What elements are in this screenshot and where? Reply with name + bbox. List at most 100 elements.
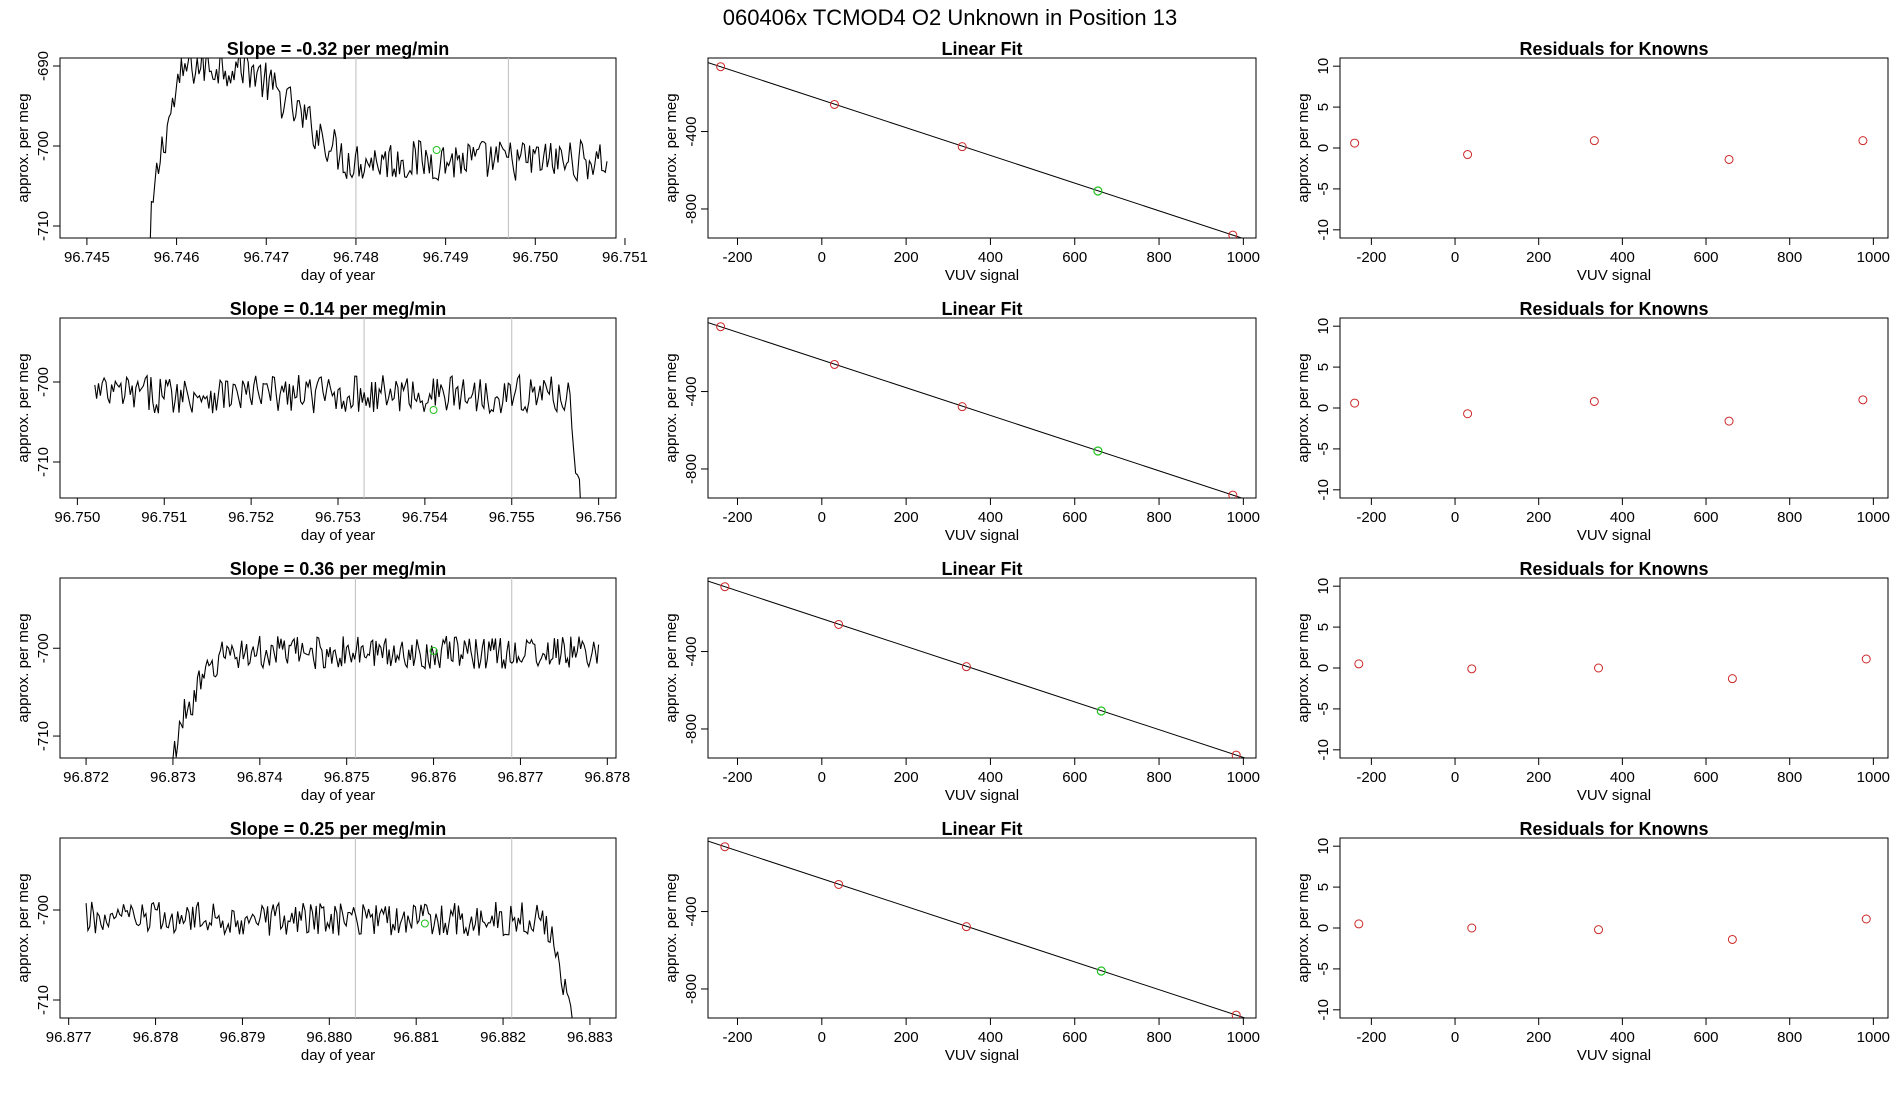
known-point — [720, 842, 730, 852]
x-tick-label: 400 — [1610, 769, 1635, 786]
x-tick-label: 400 — [1610, 249, 1635, 266]
panel-r4-c2: Linear Fit -200 0 200 400 600 800 1000 -800 -400 V… — [663, 819, 1260, 1064]
x-tick-label: 96.754 — [402, 509, 448, 526]
x-tick-label: 96.874 — [237, 769, 283, 786]
x-tick-label: 1000 — [1857, 509, 1890, 526]
plot-frame — [1339, 57, 1889, 239]
y-tick-label: -10 — [1315, 219, 1332, 241]
y-tick-label: 5 — [1315, 103, 1332, 111]
x-tick-label: 0 — [1451, 509, 1459, 526]
x-axis-label: day of year — [301, 267, 375, 284]
y-tick-label: -800 — [683, 454, 700, 484]
x-tick-label: 96.882 — [480, 1029, 526, 1046]
x-tick-label: 600 — [1694, 1029, 1719, 1046]
plot-frame — [707, 837, 1257, 1019]
x-tick-label: 0 — [818, 509, 826, 526]
plot-area — [85, 838, 573, 1018]
x-tick-label: 96.875 — [324, 769, 370, 786]
x-tick-label: 400 — [978, 769, 1003, 786]
x-tick-label: 200 — [1526, 509, 1551, 526]
panel-r1-c2: Linear Fit -200 0 200 400 600 800 1000 -800 -400 V… — [663, 39, 1260, 284]
plot-area — [708, 840, 1247, 1018]
y-tick-label: -400 — [683, 117, 700, 147]
panel-title: Linear Fit — [941, 39, 1022, 59]
residual-point — [1589, 396, 1599, 406]
x-axis-label: VUV signal — [945, 527, 1019, 544]
y-axis-label: approx. per meg — [15, 613, 32, 722]
x-tick-label: -200 — [722, 1029, 752, 1046]
x-tick-label: 1000 — [1227, 249, 1260, 266]
unknown-marker — [432, 146, 441, 154]
x-tick-label: 400 — [978, 249, 1003, 266]
x-axis-label: VUV signal — [1577, 267, 1651, 284]
y-axis-label: approx. per meg — [663, 873, 680, 982]
x-tick-label: 96.747 — [243, 249, 289, 266]
y-tick-label: 5 — [1315, 363, 1332, 371]
plot-frame — [1339, 837, 1889, 1019]
y-tick-label: 5 — [1315, 883, 1332, 891]
residual-point — [1354, 659, 1364, 669]
plot-area — [1350, 395, 1868, 426]
plot-area — [1354, 654, 1871, 684]
x-tick-label: 800 — [1147, 249, 1172, 266]
known-point — [720, 582, 730, 592]
plot-area — [94, 318, 581, 498]
x-tick-label: 600 — [1062, 1029, 1087, 1046]
y-tick-label: 10 — [1315, 838, 1332, 855]
x-tick-label: 600 — [1694, 769, 1719, 786]
x-tick-label: 96.748 — [333, 249, 379, 266]
known-point — [957, 142, 967, 152]
y-tick-label: -5 — [1315, 442, 1332, 455]
fit-line — [708, 580, 1247, 758]
x-tick-label: 200 — [894, 509, 919, 526]
x-tick-label: 96.746 — [154, 249, 200, 266]
x-tick-label: 96.877 — [497, 769, 543, 786]
x-tick-label: 1000 — [1857, 249, 1890, 266]
unknown-point — [1096, 966, 1106, 976]
x-tick-label: 96.751 — [141, 509, 187, 526]
residual-point — [1594, 663, 1604, 673]
y-tick-label: -800 — [683, 714, 700, 744]
panel-grid: Slope = -0.32 per meg/min 96.745 96.746 96.… — [15, 39, 1890, 1064]
plot-frame — [1339, 577, 1889, 759]
known-point — [716, 322, 726, 332]
series-trace — [149, 58, 608, 238]
x-axis-label: VUV signal — [1577, 527, 1651, 544]
x-tick-label: 96.745 — [64, 249, 110, 266]
x-tick-label: 96.881 — [393, 1029, 439, 1046]
plot-frame — [59, 837, 617, 1019]
x-tick-label: 96.883 — [567, 1029, 613, 1046]
y-tick-label: -710 — [35, 721, 52, 751]
residual-point — [1594, 925, 1604, 935]
x-tick-label: 0 — [818, 1029, 826, 1046]
x-axis-label: VUV signal — [1577, 787, 1651, 804]
x-tick-label: 96.752 — [228, 509, 274, 526]
residual-point — [1467, 923, 1477, 933]
plot-frame — [707, 57, 1257, 239]
y-axis-label: approx. per meg — [663, 353, 680, 462]
panel-title: Slope = 0.25 per meg/min — [230, 819, 447, 839]
x-tick-label: 1000 — [1227, 509, 1260, 526]
x-tick-label: 1000 — [1227, 769, 1260, 786]
known-point — [834, 619, 844, 629]
x-tick-label: 800 — [1777, 769, 1802, 786]
residual-point — [1858, 395, 1868, 405]
unknown-marker — [420, 919, 429, 928]
x-tick-label: 96.751 — [602, 249, 648, 266]
plot-frame — [59, 577, 617, 759]
x-tick-label: 96.873 — [150, 769, 196, 786]
x-tick-label: 600 — [1694, 509, 1719, 526]
plot-area — [708, 580, 1247, 758]
x-tick-label: 400 — [1610, 1029, 1635, 1046]
y-tick-label: 0 — [1315, 924, 1332, 932]
unknown-marker — [429, 646, 438, 655]
x-tick-label: 96.755 — [489, 509, 535, 526]
y-tick-label: -710 — [35, 211, 52, 241]
x-tick-label: 600 — [1062, 769, 1087, 786]
y-tick-label: -10 — [1315, 479, 1332, 501]
x-tick-label: 96.750 — [512, 249, 558, 266]
y-tick-label: -5 — [1315, 182, 1332, 195]
x-tick-label: 96.756 — [576, 509, 622, 526]
y-tick-label: 10 — [1315, 58, 1332, 75]
y-tick-label: -710 — [35, 447, 52, 477]
